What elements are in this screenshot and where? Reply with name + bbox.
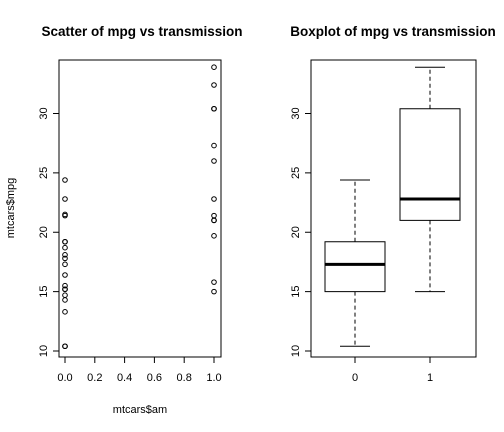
scatter-point bbox=[211, 217, 217, 224]
scatter-panel: Scatter of mpg vs transmission 0.0 0.2 0.4… bbox=[5, 24, 243, 416]
scatter-point bbox=[211, 279, 217, 285]
boxplot-box bbox=[324, 241, 386, 293]
scatter-x-tick-label: 0.2 bbox=[87, 372, 102, 384]
scatter-point bbox=[211, 288, 217, 295]
scatter-points bbox=[62, 64, 217, 350]
scatter-point bbox=[62, 297, 68, 303]
scatter-point bbox=[62, 177, 68, 183]
scatter-x-tick-label: 0.0 bbox=[57, 372, 72, 384]
scatter-point bbox=[62, 292, 68, 298]
scatter-x-axis: 0.0 0.2 0.4 0.6 0.8 1.0 bbox=[57, 356, 222, 384]
scatter-point bbox=[211, 64, 217, 70]
scatter-point bbox=[211, 212, 217, 219]
scatter-point bbox=[62, 255, 68, 262]
boxplot-box bbox=[399, 108, 461, 221]
scatter-x-tick-label: 0.6 bbox=[147, 372, 162, 384]
scatter-y-tick-label: 30 bbox=[38, 107, 50, 119]
scatter-plot-frame bbox=[58, 59, 222, 358]
scatter-point bbox=[211, 105, 217, 112]
scatter-x-tick-label: 0.4 bbox=[117, 372, 132, 384]
scatter-x-tick-label: 1.0 bbox=[206, 372, 221, 384]
scatter-y-label: mtcars$mpg bbox=[5, 178, 17, 239]
boxplot-y-axis: 10 15 20 25 30 bbox=[290, 107, 312, 357]
scatter-point bbox=[62, 282, 68, 289]
scatter-point bbox=[62, 252, 68, 258]
scatter-y-tick-label: 25 bbox=[38, 167, 50, 179]
scatter-point bbox=[62, 244, 68, 251]
boxplot-y-tick-label: 25 bbox=[290, 167, 302, 179]
scatter-point bbox=[62, 286, 68, 293]
scatter-y-tick-label: 10 bbox=[38, 345, 50, 357]
boxplot-y-tick-label: 10 bbox=[290, 345, 302, 357]
scatter-point bbox=[211, 158, 217, 164]
scatter-point bbox=[211, 82, 217, 88]
scatter-x-tick-label: 0.8 bbox=[177, 372, 192, 384]
scatter-point bbox=[62, 211, 68, 218]
scatter-point bbox=[62, 309, 68, 315]
boxplot-x-tick-label: 0 bbox=[352, 372, 358, 384]
scatter-point bbox=[62, 196, 68, 202]
scatter-point bbox=[211, 196, 217, 202]
scatter-point bbox=[62, 261, 68, 268]
boxplot-x-tick-label: 1 bbox=[427, 372, 433, 384]
scatter-y-tick-label: 15 bbox=[38, 286, 50, 298]
boxplot-title: Boxplot of mpg vs transmission bbox=[290, 24, 496, 39]
boxplot-boxes bbox=[324, 66, 461, 347]
boxplot-y-tick-label: 20 bbox=[290, 226, 302, 238]
scatter-point bbox=[211, 142, 217, 149]
boxplot-y-tick-label: 15 bbox=[290, 286, 302, 298]
scatter-point bbox=[62, 238, 68, 245]
boxplot-box-group bbox=[324, 179, 386, 347]
boxplot-y-tick-label: 30 bbox=[290, 107, 302, 119]
scatter-x-label: mtcars$am bbox=[113, 404, 167, 416]
boxplot-box-group bbox=[399, 66, 461, 293]
scatter-title: Scatter of mpg vs transmission bbox=[41, 24, 242, 39]
scatter-point bbox=[62, 272, 68, 278]
scatter-point bbox=[62, 343, 68, 350]
scatter-y-tick-label: 20 bbox=[38, 226, 50, 238]
scatter-point bbox=[211, 233, 217, 239]
scatter-y-axis: 10 15 20 25 30 bbox=[38, 107, 60, 357]
